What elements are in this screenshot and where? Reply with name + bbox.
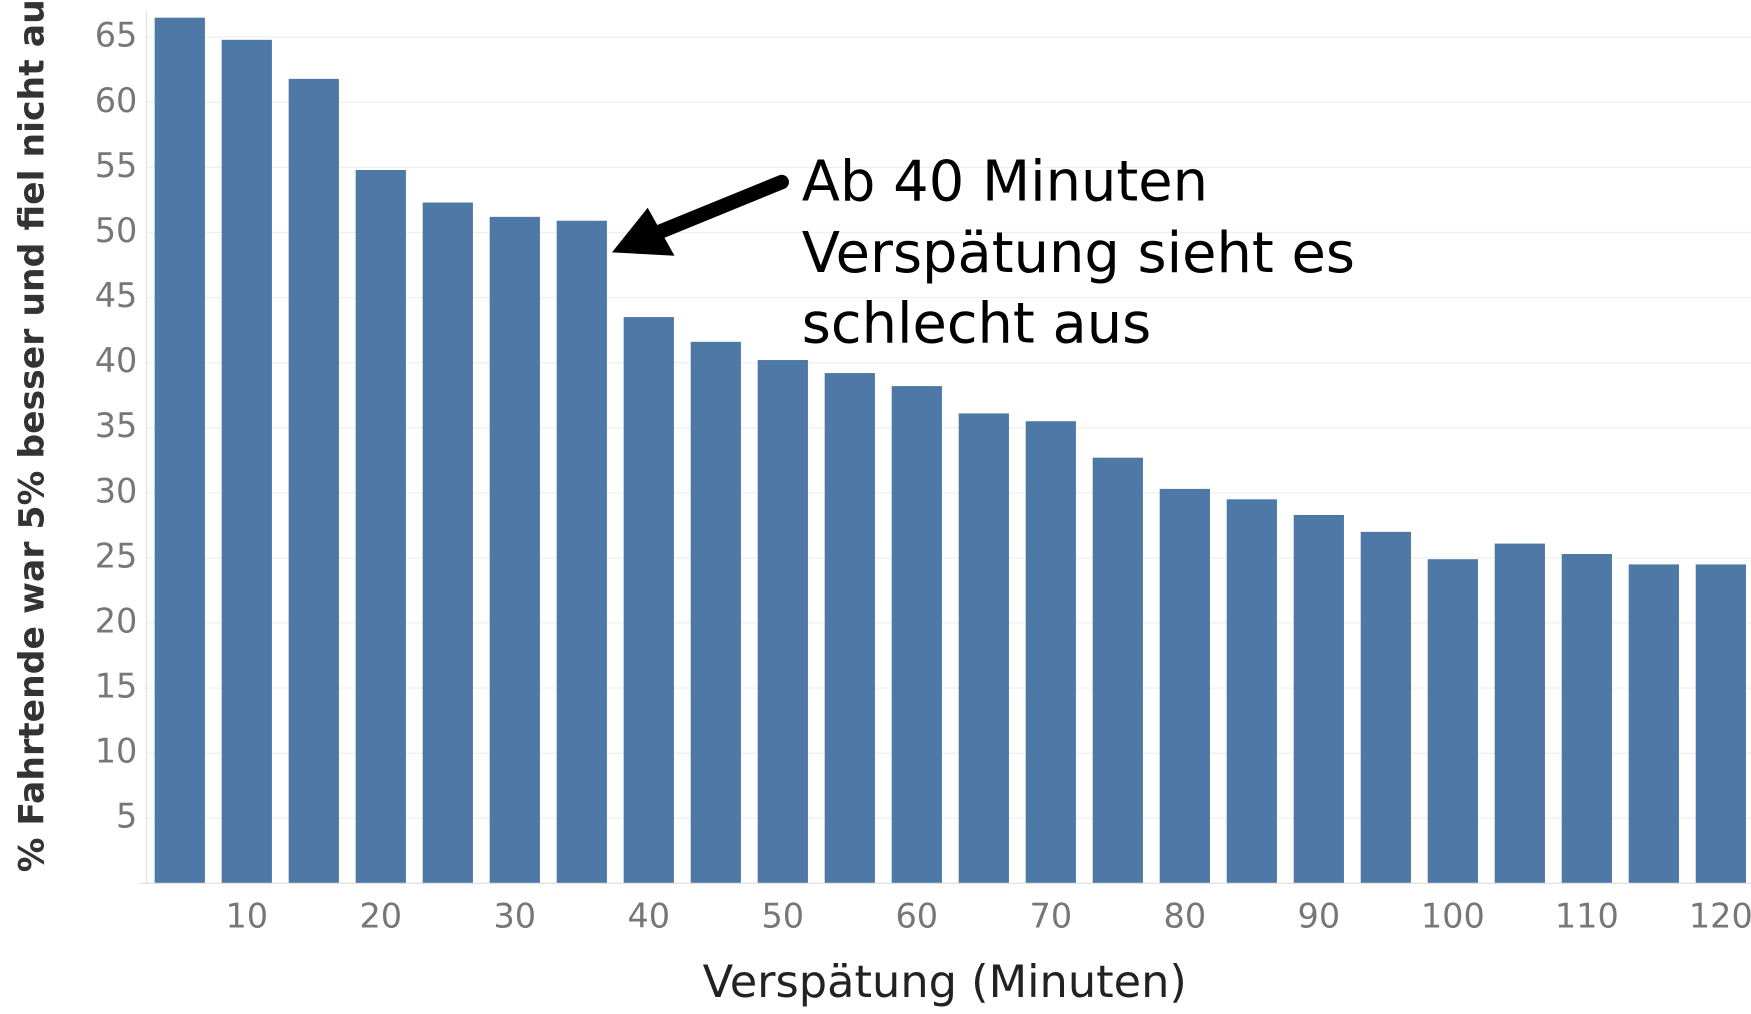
bar xyxy=(891,386,942,884)
x-axis-title: Verspätung (Minuten) xyxy=(703,956,1187,1008)
bar xyxy=(824,373,875,884)
bar xyxy=(1226,499,1277,884)
x-tick-label: 90 xyxy=(1298,896,1341,935)
arrow-shaft xyxy=(646,174,789,242)
bar xyxy=(1695,564,1746,884)
annotation-line: Ab 40 Minuten xyxy=(802,150,1208,215)
x-tick-label: 80 xyxy=(1164,896,1207,935)
bar xyxy=(1159,488,1210,884)
bar xyxy=(556,220,607,884)
bar xyxy=(154,17,205,884)
bar xyxy=(958,413,1009,884)
bar xyxy=(489,216,540,884)
x-tick-label: 100 xyxy=(1421,896,1485,935)
y-tick-label: 55 xyxy=(95,146,138,185)
x-tick-label: 40 xyxy=(627,896,670,935)
bar-layer xyxy=(154,17,1746,884)
x-tick-label: 110 xyxy=(1555,896,1619,935)
annotation-line: schlecht aus xyxy=(802,291,1151,356)
x-tick-label: 30 xyxy=(493,896,536,935)
bar xyxy=(288,78,339,884)
arrow-head xyxy=(611,207,675,256)
x-tick-label: 70 xyxy=(1030,896,1073,935)
x-tick-label: 50 xyxy=(761,896,804,935)
bar xyxy=(422,202,473,884)
bar xyxy=(623,317,674,884)
bar xyxy=(1360,531,1411,884)
bar xyxy=(1427,559,1478,884)
y-tick-label: 35 xyxy=(95,406,138,445)
annotation-line: Verspätung sieht es xyxy=(802,221,1355,286)
annotation: Ab 40 Minuten Verspätung sieht es schlec… xyxy=(611,150,1355,356)
y-tick-label: 60 xyxy=(95,81,138,120)
y-tick-label: 65 xyxy=(95,16,138,55)
y-tick-label: 50 xyxy=(95,211,138,250)
bar xyxy=(221,39,272,884)
y-tick-label: 15 xyxy=(95,667,138,706)
x-tick-label: 10 xyxy=(225,896,268,935)
y-tick-label: 45 xyxy=(95,276,138,315)
bar xyxy=(1293,514,1344,884)
bar xyxy=(690,341,741,884)
bar xyxy=(1092,457,1143,884)
y-tick-label: 20 xyxy=(95,601,138,640)
x-tick-label: 20 xyxy=(359,896,402,935)
bar xyxy=(1628,564,1679,884)
x-tick-label: 120 xyxy=(1689,896,1751,935)
bar xyxy=(1494,543,1545,884)
y-axis-title: % Fahrtende war 5% besser und fiel nicht… xyxy=(13,0,53,872)
y-tick-label: 5 xyxy=(116,797,137,836)
bar xyxy=(757,360,808,884)
y-tick-label: 25 xyxy=(95,536,138,575)
y-tick-label: 10 xyxy=(95,732,138,771)
y-tick-label: 30 xyxy=(95,471,138,510)
bar xyxy=(1561,553,1612,884)
bar xyxy=(355,169,406,884)
y-tick-label: 40 xyxy=(95,341,138,380)
x-tick-label: 60 xyxy=(895,896,938,935)
grid-layer xyxy=(146,36,1751,819)
bar xyxy=(1025,421,1076,884)
